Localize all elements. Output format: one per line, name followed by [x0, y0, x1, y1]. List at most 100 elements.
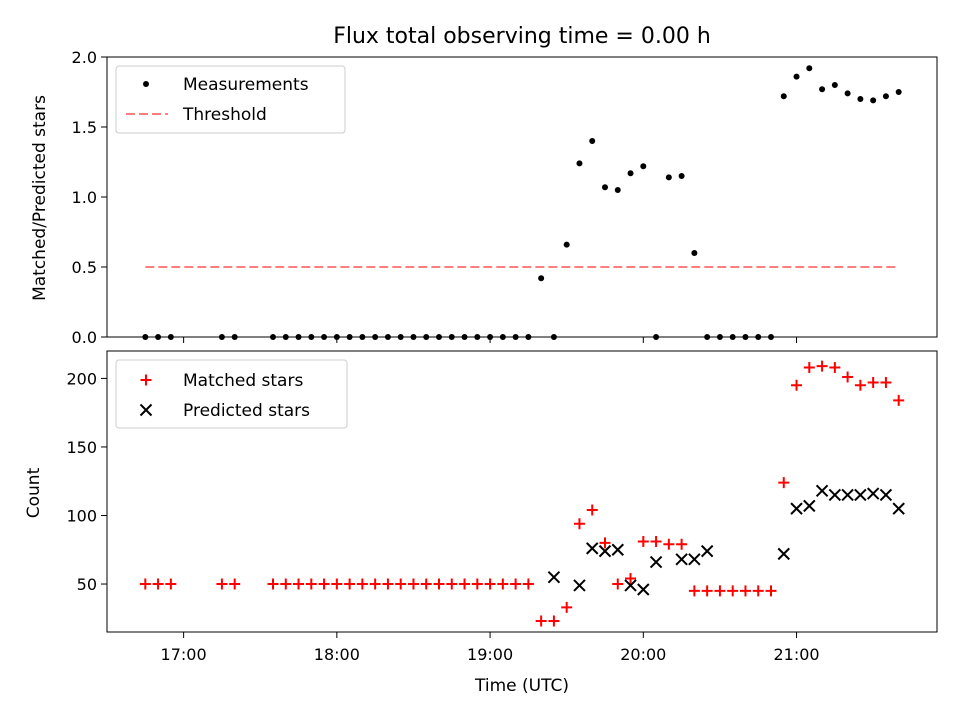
- legend-measurements-marker: [143, 81, 149, 87]
- matched-star-point: [893, 394, 905, 406]
- measurement-point: [691, 250, 698, 256]
- matched-star-point: [356, 578, 368, 590]
- x-tick-label: 18:00: [314, 645, 360, 664]
- measurement-point: [844, 90, 851, 97]
- top-legend-box: [115, 65, 346, 134]
- matched-star-point: [548, 615, 560, 627]
- chart-title: Flux total observing time = 0.00 h: [333, 24, 711, 49]
- predicted-star-point: [649, 555, 663, 569]
- matched-star-point: [471, 578, 483, 590]
- matched-star-point: [459, 578, 471, 590]
- x-tick-label: 17:00: [161, 645, 207, 664]
- matched-star-point: [267, 578, 279, 590]
- x-tick-label: 20:00: [620, 645, 666, 664]
- measurement-point: [895, 89, 902, 95]
- top-y-tick-label: 0.0: [72, 328, 97, 347]
- matched-star-point: [637, 536, 649, 548]
- top-legend: Measurements Threshold: [115, 65, 346, 134]
- matched-star-point: [433, 578, 445, 590]
- matched-star-point: [625, 573, 637, 585]
- matched-star-point: [612, 578, 624, 590]
- predicted-star-point: [879, 488, 893, 502]
- matched-star-point: [522, 578, 534, 590]
- measurement-point: [627, 170, 634, 177]
- measurement-point: [563, 241, 570, 248]
- matched-star-point: [816, 360, 828, 372]
- predicted-star-point: [624, 579, 637, 592]
- top-axes-frame: [106, 56, 938, 338]
- matched-star-point: [344, 578, 356, 590]
- matched-star-point: [701, 585, 713, 597]
- predicted-star-point: [828, 488, 842, 502]
- predicted-star-point: [637, 583, 650, 596]
- measurement-point: [793, 73, 800, 80]
- legend-matched-label: Matched stars: [183, 371, 303, 391]
- measurement-point: [614, 187, 621, 193]
- predicted-star-point: [866, 487, 880, 500]
- matched-star-point: [829, 361, 841, 373]
- matched-star-point: [650, 536, 662, 548]
- matched-star-point: [165, 578, 177, 590]
- bottom-legend-box: [115, 359, 348, 429]
- matched-star-point: [727, 585, 739, 597]
- matched-star-point: [599, 537, 611, 549]
- predicted-star-point: [892, 502, 905, 515]
- measurement-point: [665, 174, 672, 181]
- matched-star-point: [510, 578, 522, 590]
- predicted-star-point: [611, 543, 624, 556]
- matched-star-point: [676, 538, 688, 550]
- matched-star-point: [369, 578, 381, 590]
- top-y-tick-label: 2.0: [72, 48, 97, 67]
- x-tick-label: 19:00: [467, 645, 513, 664]
- measurement-point: [831, 82, 838, 88]
- legend-threshold-label: Threshold: [182, 105, 267, 125]
- top-y-tick-label: 1.0: [72, 188, 97, 207]
- matched-star-point: [880, 377, 892, 389]
- x-axis-label: Time (UTC): [474, 676, 569, 696]
- predicted-star-point: [547, 570, 561, 584]
- predicted-star-point: [854, 488, 867, 502]
- measurement-point: [678, 173, 685, 179]
- matched-star-point: [803, 361, 815, 373]
- measurement-point: [870, 97, 877, 104]
- top-y-tick-label: 0.5: [72, 258, 97, 277]
- bottom-y-tick-label: 100: [66, 506, 97, 525]
- measurement-point: [576, 160, 583, 167]
- matched-star-point: [688, 585, 700, 597]
- matched-star-point: [331, 578, 343, 590]
- legend-predicted-label: Predicted stars: [183, 401, 310, 421]
- matched-star-point: [497, 578, 509, 590]
- matched-star-point: [765, 585, 777, 597]
- predicted-star-point: [803, 499, 816, 513]
- predicted-star-point: [586, 542, 599, 555]
- top-y-tick-label: 1.5: [72, 118, 97, 137]
- bottom-panel: 50 100 150 200 17:00 18:00 19:00 20:00 21:00 Matc…: [66, 350, 938, 664]
- measurement-point: [640, 163, 647, 170]
- matched-star-point: [867, 377, 879, 389]
- top-y-axis-label: Matched/Predicted stars: [30, 95, 50, 301]
- matched-star-point: [152, 578, 164, 590]
- predicted-star-point: [777, 547, 790, 561]
- matched-star-point: [420, 578, 432, 590]
- matched-star-point: [714, 585, 726, 597]
- measurement-point: [780, 93, 787, 100]
- matched-star-point: [139, 578, 151, 590]
- bottom-y-tick-label: 200: [66, 369, 97, 388]
- matched-star-point: [573, 518, 585, 530]
- legend-measurements-label: Measurements: [183, 75, 309, 95]
- matched-star-point: [484, 578, 496, 590]
- bottom-y-axis-label: Count: [24, 467, 44, 518]
- bottom-legend: Matched stars Predicted stars: [115, 359, 348, 429]
- predicted-star-point: [790, 502, 803, 515]
- predicted-star-point: [573, 579, 586, 592]
- matched-star-point: [382, 578, 394, 590]
- measurement-point: [589, 138, 596, 144]
- measurement-point: [806, 65, 813, 72]
- bottom-y-tick-label: 150: [66, 438, 97, 457]
- bottom-y-tick-label: 50: [77, 575, 97, 594]
- matched-star-point: [535, 615, 547, 627]
- measurement-point: [602, 184, 608, 191]
- matched-star-point: [842, 371, 854, 383]
- matched-star-point: [446, 578, 458, 590]
